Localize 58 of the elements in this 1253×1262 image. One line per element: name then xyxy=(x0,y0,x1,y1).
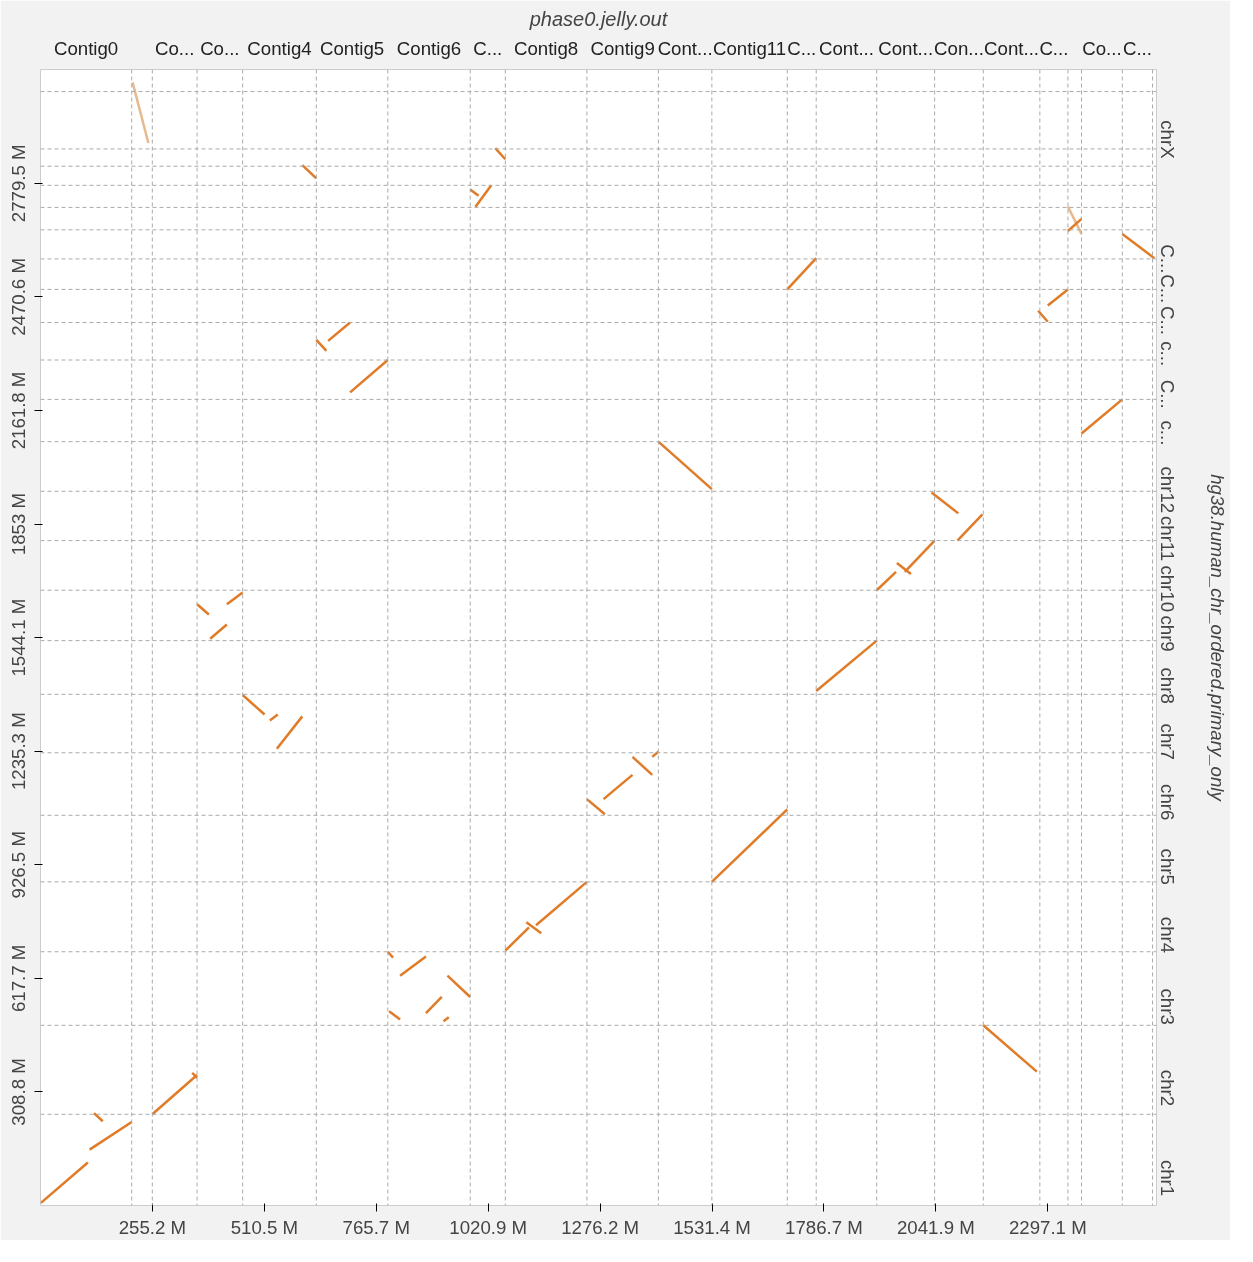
ref-line-label: Contig0 xyxy=(53,37,119,59)
y-tick-label: 2470.6 M xyxy=(8,258,30,336)
ref-line-label: Co... xyxy=(200,37,240,59)
ref-line-label: Co... xyxy=(1082,37,1122,59)
ref-line-label: chr6 xyxy=(1157,784,1178,821)
x-tick-label: 2297.1 M xyxy=(1008,1216,1087,1238)
ref-line-label: C... xyxy=(1039,37,1069,59)
ref-line-label: chrX xyxy=(1157,120,1178,160)
ref-line-label: Contig11 xyxy=(712,37,787,59)
ref-line-label: chr7 xyxy=(1157,723,1178,760)
x-tick-label: 1276.2 M xyxy=(561,1216,640,1238)
ref-line-label: chr3 xyxy=(1157,988,1178,1025)
y-tick-label: 1853 M xyxy=(8,492,30,556)
ref-line-label: Cont... xyxy=(878,37,934,59)
y-tick-label: 308.8 M xyxy=(8,1058,30,1126)
ref-line-label: C... xyxy=(1157,379,1178,409)
ref-line-label: Con... xyxy=(934,37,984,59)
ref-line-label: Co... xyxy=(154,37,195,59)
ref-line-label: chr5 xyxy=(1157,848,1178,885)
ref-line-label: Cont... xyxy=(657,37,713,59)
ref-line-label: C... xyxy=(1157,274,1178,304)
ref-line-label: C... xyxy=(787,37,817,59)
y-tick-label: 2779.5 M xyxy=(8,144,30,223)
y2-axis-title: hg38.human_chr_ordered.primary_only xyxy=(1206,474,1228,803)
y-tick-label: 1235.3 M xyxy=(8,712,30,791)
x-tick-label: 1786.7 M xyxy=(785,1216,863,1238)
ref-line-label: chr10 xyxy=(1157,565,1178,613)
ref-line-label: c... xyxy=(1157,420,1178,446)
x-tick-label: 510.5 M xyxy=(230,1216,299,1238)
ref-line-label: C... xyxy=(1157,305,1178,335)
ref-line-label: C... xyxy=(1122,37,1152,59)
x-tick-label: 1020.9 M xyxy=(449,1216,528,1238)
ref-line-label: chr1 xyxy=(1157,1159,1178,1197)
ref-line-label: chr12 xyxy=(1157,466,1178,514)
ref-line-label: chr11 xyxy=(1157,515,1178,562)
ref-line-label: Cont... xyxy=(819,37,874,59)
ref-line-label: Contig5 xyxy=(319,37,385,59)
x-tick-label: 2041.9 M xyxy=(896,1216,975,1238)
y-tick-label: 926.5 M xyxy=(8,831,30,899)
ref-line-label: chr2 xyxy=(1157,1069,1178,1107)
ref-line-label: chr4 xyxy=(1157,916,1178,954)
chart-title: phase0.jelly.out xyxy=(528,7,669,30)
ref-line-label: c... xyxy=(1157,341,1178,367)
ref-line-label: C... xyxy=(473,37,503,59)
ref-line-label: Contig4 xyxy=(247,37,312,59)
ref-line-label: Contig6 xyxy=(396,37,462,59)
x-tick-label: 255.2 M xyxy=(118,1216,187,1238)
y-tick-label: 617.7 M xyxy=(8,944,30,1013)
y-tick-label: 2161.8 M xyxy=(8,371,30,450)
ref-line-label: chr9 xyxy=(1157,615,1178,652)
y-tick-label: 1544.1 M xyxy=(8,598,30,677)
ref-line-label: Contig8 xyxy=(513,37,579,59)
x-tick-label: 1531.4 M xyxy=(673,1216,751,1238)
x-tick-label: 765.7 M xyxy=(342,1216,410,1238)
ref-line-label: chr8 xyxy=(1157,667,1178,704)
ref-line-label: Cont... xyxy=(984,37,1040,59)
ref-line-label: Contig9 xyxy=(590,37,655,59)
ref-line-label: C... xyxy=(1157,244,1178,274)
